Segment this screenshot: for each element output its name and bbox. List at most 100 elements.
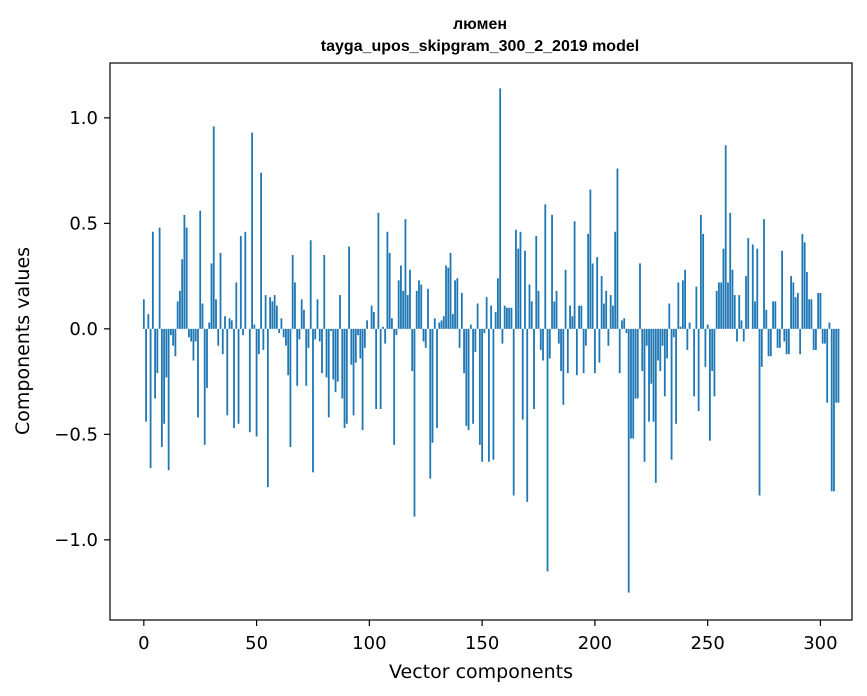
bar-162 (508, 307, 511, 329)
bar-274 (760, 328, 763, 367)
bar-59 (275, 305, 278, 329)
bar-88 (341, 328, 344, 399)
bar-64 (287, 328, 290, 376)
bar-91 (348, 246, 350, 329)
bar-92 (350, 328, 353, 365)
bar-263 (736, 328, 738, 342)
bar-191 (573, 221, 576, 329)
bar-208 (612, 305, 614, 329)
bar-231 (663, 328, 666, 397)
x-axis-label: Vector components (389, 661, 573, 683)
bar-44 (242, 328, 244, 336)
bar-146 (472, 328, 474, 424)
bar-294 (805, 271, 808, 329)
bar-298 (815, 328, 817, 350)
bar-193 (578, 305, 580, 329)
bar-84 (332, 328, 335, 380)
bar-288 (792, 282, 795, 329)
bar-174 (535, 236, 538, 329)
bar-272 (756, 248, 759, 329)
bar-95 (357, 328, 359, 336)
bar-199 (591, 263, 594, 329)
x-tick-label: 300 (803, 633, 837, 654)
bar-73 (307, 328, 310, 348)
bar-13 (172, 328, 175, 346)
bar-94 (354, 328, 357, 363)
x-tick-label: 150 (465, 633, 499, 654)
y-tick-label: −0.5 (54, 424, 98, 445)
bar-11 (167, 328, 170, 471)
bar-86 (336, 328, 339, 382)
bar-255 (718, 282, 720, 329)
bar-137 (451, 314, 454, 329)
bar-197 (587, 233, 590, 329)
bar-179 (546, 328, 549, 572)
bar-128 (431, 328, 434, 443)
bar-297 (812, 328, 815, 350)
bar-87 (339, 295, 341, 329)
bar-27 (203, 328, 206, 445)
bar-47 (248, 328, 251, 433)
bar-57 (271, 301, 274, 329)
bar-108 (386, 231, 389, 329)
bar-264 (738, 295, 741, 329)
bar-171 (528, 284, 531, 329)
bar-213 (623, 318, 626, 329)
bar-286 (787, 328, 790, 355)
bar-155 (492, 328, 495, 460)
bar-143 (465, 328, 468, 426)
bar-68 (296, 328, 299, 386)
bar-7 (158, 227, 161, 329)
bar-154 (490, 305, 493, 329)
bar-30 (210, 263, 213, 329)
bar-265 (740, 320, 743, 329)
bar-55 (266, 328, 269, 488)
bar-69 (298, 328, 301, 340)
x-tick-label: 200 (578, 633, 612, 654)
bar-15 (176, 301, 179, 329)
bar-223 (645, 328, 648, 346)
bars-group (142, 88, 842, 593)
bar-127 (429, 328, 432, 479)
bar-70 (300, 299, 303, 329)
y-tick-label: 1.0 (69, 108, 98, 129)
bar-118 (409, 269, 411, 329)
bar-253 (713, 328, 716, 397)
bar-66 (291, 255, 294, 329)
bar-160 (503, 305, 506, 329)
bar-257 (722, 248, 725, 329)
bar-198 (589, 189, 592, 329)
bar-247 (699, 214, 702, 329)
bar-24 (197, 328, 199, 418)
bar-217 (632, 328, 635, 439)
bar-226 (652, 328, 655, 422)
bar-180 (548, 328, 551, 359)
bar-37 (226, 328, 229, 416)
bar-233 (668, 303, 671, 329)
bar-49 (253, 324, 256, 329)
bar-81 (325, 328, 328, 378)
bar-167 (519, 231, 522, 329)
bar-205 (605, 290, 608, 329)
bar-303 (826, 328, 829, 403)
bar-291 (799, 328, 802, 355)
bar-39 (230, 320, 233, 329)
bar-122 (418, 280, 420, 329)
bar-220 (639, 263, 641, 329)
x-tick-label: 50 (245, 633, 268, 654)
bar-239 (681, 280, 684, 329)
bar-62 (282, 328, 285, 338)
bar-201 (596, 257, 599, 329)
bar-124 (422, 328, 425, 342)
bar-282 (778, 328, 781, 348)
bar-245 (695, 286, 698, 329)
bar-260 (729, 212, 732, 329)
bar-250 (706, 324, 709, 329)
bar-244 (693, 328, 696, 397)
bar-23 (194, 328, 197, 342)
bar-304 (828, 322, 831, 329)
x-tick-label: 250 (690, 633, 724, 654)
bar-121 (415, 290, 418, 329)
bar-308 (837, 328, 840, 403)
bar-0 (142, 299, 145, 329)
